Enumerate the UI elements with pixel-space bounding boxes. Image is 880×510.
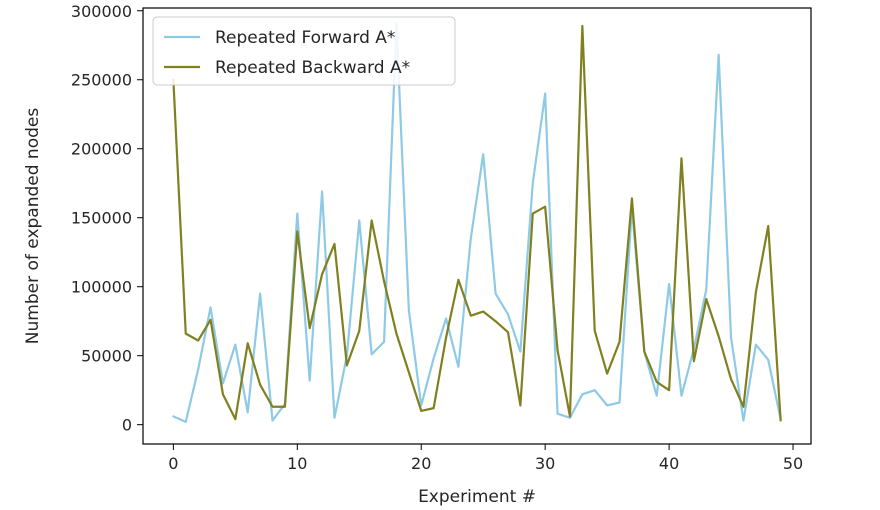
series-line-repeated-backward — [172, 24, 782, 422]
legend: Repeated Forward A* Repeated Backward A* — [152, 16, 456, 86]
y-tick-label: 100000 — [71, 278, 132, 297]
y-tick-label: 150000 — [71, 209, 132, 228]
y-tick-label: 0 — [122, 416, 132, 435]
legend-label-backward: Repeated Backward A* — [215, 58, 410, 78]
x-tick-label: 10 — [287, 454, 307, 473]
plot-frame — [142, 7, 812, 445]
x-tick-label: 20 — [411, 454, 431, 473]
x-tick-label: 0 — [168, 454, 178, 473]
x-tick-label: 50 — [783, 454, 803, 473]
series-line-repeated-forward — [172, 22, 782, 424]
legend-label-forward: Repeated Forward A* — [215, 28, 395, 48]
x-axis: 0 10 20 30 40 50 — [168, 444, 803, 473]
series-layer — [172, 22, 782, 424]
x-axis-label: Experiment # — [418, 487, 536, 507]
x-tick-label: 40 — [659, 454, 679, 473]
y-tick-label: 300000 — [71, 2, 132, 21]
legend-frame — [152, 16, 456, 86]
x-tick-label: 30 — [535, 454, 555, 473]
y-axis: 0 50000 100000 150000 200000 250000 300000 — [71, 2, 143, 435]
y-tick-label: 50000 — [81, 347, 132, 366]
y-tick-label: 250000 — [71, 71, 132, 90]
y-axis-label: Number of expanded nodes — [23, 108, 43, 345]
y-tick-label: 200000 — [71, 140, 132, 159]
